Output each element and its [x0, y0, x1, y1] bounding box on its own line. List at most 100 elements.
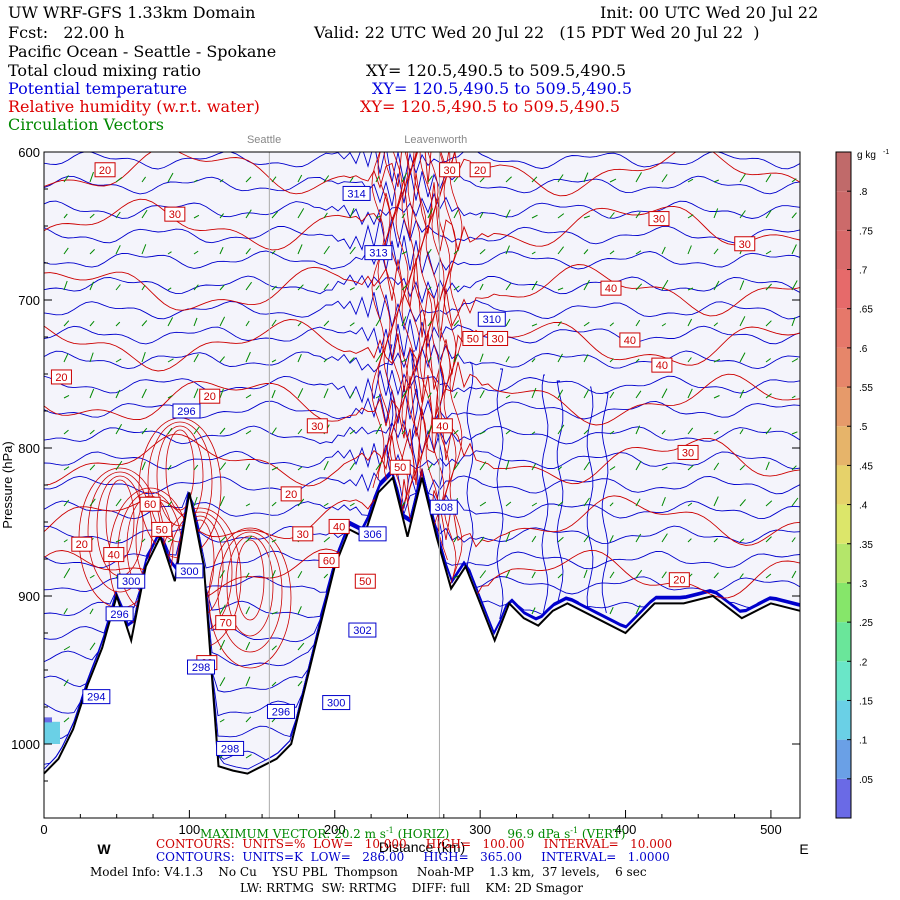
circulation-vector — [193, 214, 200, 219]
circulation-vector — [661, 388, 668, 399]
circulation-vector — [401, 501, 406, 507]
circulation-vector — [167, 464, 172, 471]
circulation-vector — [297, 498, 305, 507]
circulation-vector — [739, 210, 746, 219]
region-title: Pacific Ocean - Seattle - Spokane — [8, 42, 277, 61]
rh-contour-label: 40 — [605, 283, 617, 295]
circulation-vector — [453, 209, 459, 219]
circulation-vector — [193, 179, 198, 183]
circulation-vector — [219, 639, 226, 651]
circulation-vector — [349, 429, 356, 435]
theta-contour-line — [601, 392, 609, 614]
theta-contour-label-box — [105, 606, 134, 622]
rh-contour-label: 20 — [474, 165, 486, 177]
rh-contour-label: 20 — [673, 575, 685, 587]
circulation-vector — [531, 323, 538, 327]
rh-contour-label-box — [619, 332, 641, 348]
rh-contour-label: 40 — [108, 550, 120, 562]
circulation-vector — [323, 175, 330, 183]
circulation-vector — [661, 571, 667, 579]
circulation-vector — [115, 539, 121, 543]
circulation-vector — [609, 502, 614, 507]
circulation-vector — [765, 393, 772, 399]
rh-contour-line — [371, 152, 385, 489]
circulation-vector — [505, 394, 511, 399]
circulation-vector — [557, 536, 564, 543]
rh-contour-label-box — [462, 330, 484, 346]
circulation-vector — [193, 284, 199, 291]
circulation-vector — [557, 389, 564, 399]
colorbar-tick-label: .4 — [859, 501, 868, 512]
rh-contour-label: 30 — [682, 447, 694, 459]
circulation-vector — [115, 284, 121, 291]
colorbar-unit: g kg — [857, 150, 876, 161]
circulation-vector — [141, 209, 148, 219]
circulation-vector — [557, 287, 564, 291]
circulation-vector — [791, 244, 797, 255]
circulation-vector — [479, 212, 484, 219]
circulation-vector — [739, 316, 746, 327]
circulation-vector — [791, 570, 797, 579]
theta-contour-line — [44, 168, 800, 207]
circulation-vector — [765, 320, 772, 327]
rh-contour-line — [208, 527, 292, 669]
circulation-vector — [635, 358, 640, 363]
circulation-vector — [219, 462, 227, 471]
theta-contour-info: CONTOURS: UNITS=K LOW= 286.00 HIGH= 365.… — [156, 850, 670, 864]
circulation-vector — [635, 390, 642, 399]
circulation-vector — [141, 320, 148, 327]
circulation-vector — [219, 604, 226, 615]
circulation-vector — [323, 460, 329, 471]
circulation-vector — [219, 388, 224, 399]
circulation-vector — [609, 430, 615, 435]
rh-contour-label-box — [389, 459, 411, 475]
circulation-vector — [427, 392, 432, 399]
circulation-vector — [401, 316, 407, 327]
circulation-vector — [687, 287, 694, 291]
circulation-vector — [531, 502, 538, 507]
circulation-vector — [453, 536, 458, 543]
colorbar-tick-label: .55 — [859, 383, 873, 394]
field-theta-xy: XY= 120.5,490.5 to 509.5,490.5 — [372, 79, 633, 98]
field-theta-name: Potential temperature — [8, 79, 188, 98]
circulation-vector — [63, 394, 70, 399]
circulation-vector — [687, 464, 694, 471]
theta-contour-label-box — [322, 695, 351, 711]
circulation-vector — [245, 503, 251, 507]
theta-contour-line — [496, 368, 504, 620]
circulation-vector — [531, 431, 536, 435]
y-tick-label: 700 — [18, 293, 40, 308]
circulation-vector — [375, 423, 382, 435]
rh-contour-label: 50 — [359, 576, 371, 588]
circulation-vector — [63, 320, 70, 327]
theta-contour-line — [44, 468, 800, 509]
circulation-vector — [687, 318, 693, 327]
circulation-vector — [713, 208, 719, 219]
circulation-vector — [505, 501, 512, 507]
circulation-vector — [89, 352, 94, 363]
circulation-vector — [583, 321, 590, 327]
field-rh-xy: XY= 120.5,490.5 to 509.5,490.5 — [360, 97, 621, 116]
circulation-vector — [583, 279, 590, 291]
circulation-vector — [583, 389, 590, 399]
circulation-vector — [765, 536, 772, 543]
circulation-vector — [115, 321, 121, 327]
circulation-vector — [739, 499, 746, 507]
circulation-vector — [453, 249, 459, 255]
physics-info: LW: RRTMG SW: RRTMG DIFF: full KM: 2D Sm… — [240, 881, 583, 895]
circulation-vector — [791, 358, 799, 363]
circulation-vector — [323, 388, 329, 399]
circulation-vector — [297, 321, 302, 327]
theta-contour-label: 294 — [87, 692, 105, 704]
circulation-vector — [349, 246, 356, 255]
circulation-vector — [583, 354, 589, 363]
circulation-vector — [271, 250, 276, 255]
colorbar-segment — [836, 582, 851, 623]
colorbar-segment — [836, 543, 851, 583]
circulation-vector — [89, 642, 96, 651]
rh-contour-label-box — [151, 521, 173, 537]
circulation-vector — [141, 461, 146, 471]
rh-contour-label-box — [431, 418, 453, 434]
theta-contour-line — [556, 380, 564, 602]
circulation-vector — [349, 322, 355, 327]
